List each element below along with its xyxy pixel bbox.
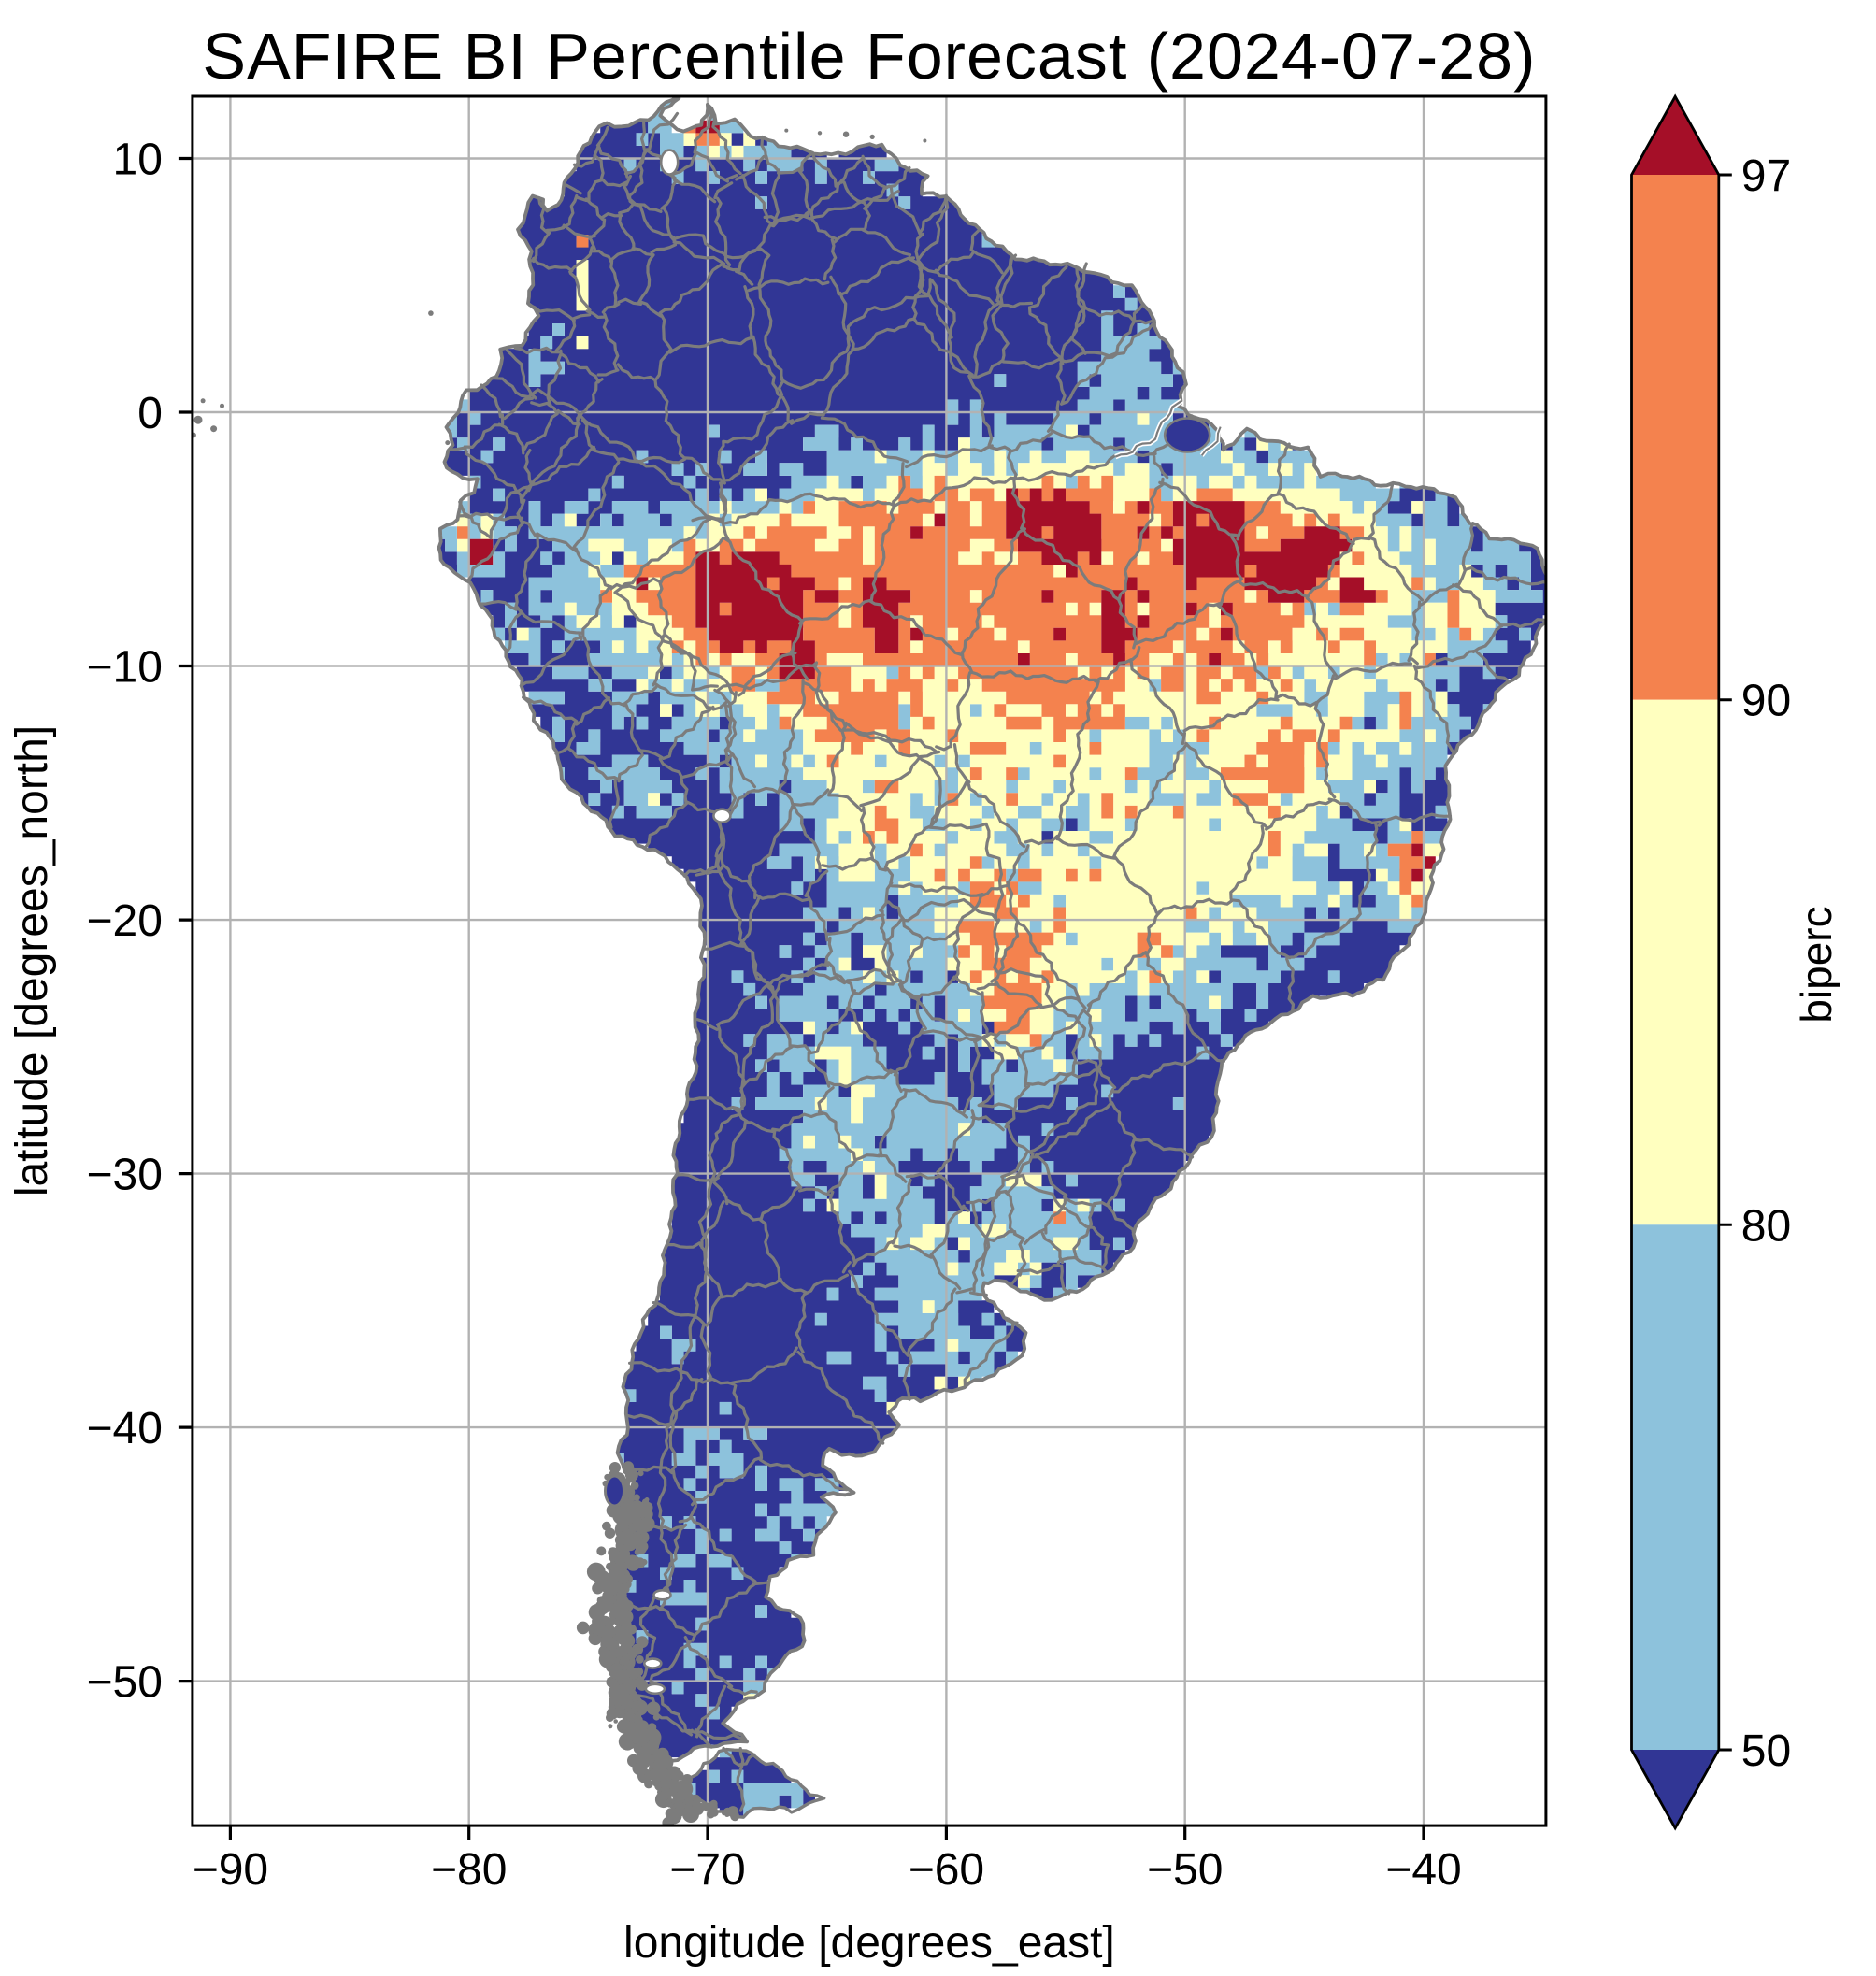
svg-text:50: 50: [1741, 1726, 1791, 1776]
svg-text:−40: −40: [86, 1404, 162, 1453]
svg-text:−60: −60: [909, 1845, 984, 1895]
svg-text:10: 10: [113, 136, 163, 185]
svg-text:97: 97: [1741, 151, 1791, 201]
svg-text:−70: −70: [669, 1845, 745, 1895]
svg-text:longitude [degrees_east]: longitude [degrees_east]: [623, 1918, 1115, 1968]
svg-text:90: 90: [1741, 677, 1791, 726]
svg-text:−50: −50: [86, 1658, 162, 1708]
svg-text:−10: −10: [86, 643, 162, 693]
svg-text:−50: −50: [1147, 1845, 1223, 1895]
svg-text:−30: −30: [86, 1151, 162, 1200]
svg-text:−80: −80: [431, 1845, 507, 1895]
svg-text:latitude [degrees_north]: latitude [degrees_north]: [7, 725, 57, 1196]
svg-text:−90: −90: [193, 1845, 268, 1895]
svg-text:80: 80: [1741, 1201, 1791, 1251]
svg-text:biperc: biperc: [1792, 906, 1840, 1023]
svg-text:0: 0: [137, 389, 163, 438]
svg-text:SAFIRE BI Percentile Forecast: SAFIRE BI Percentile Forecast (2024-07-2…: [202, 20, 1536, 93]
svg-text:−20: −20: [86, 896, 162, 946]
svg-text:−40: −40: [1385, 1845, 1461, 1895]
